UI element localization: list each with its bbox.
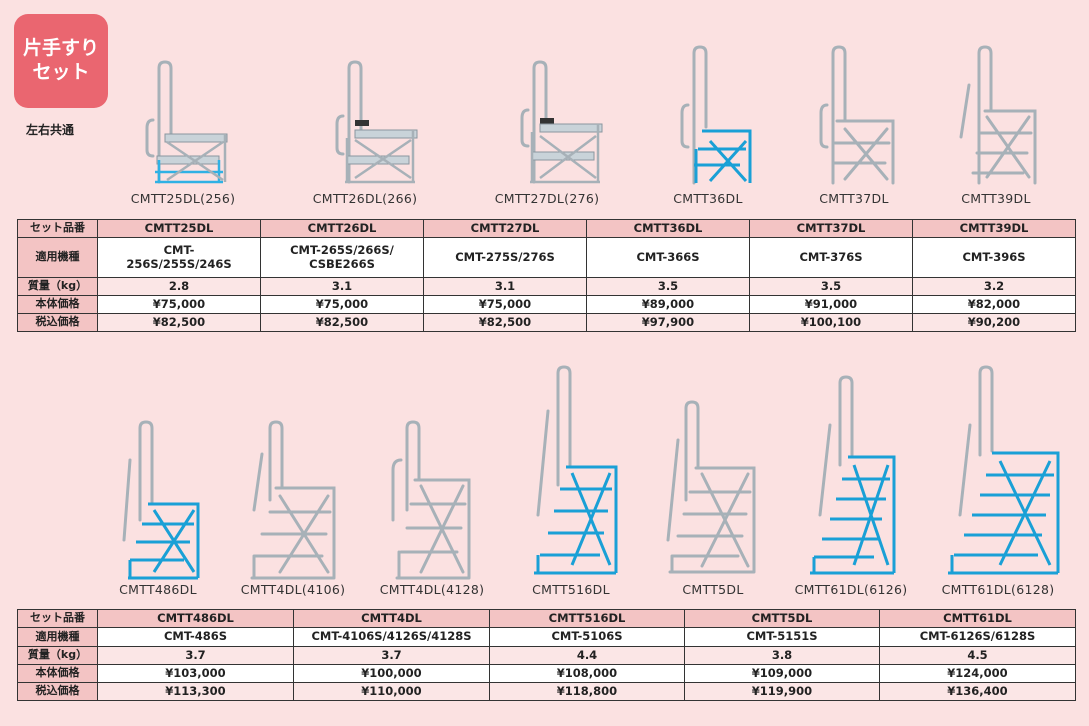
spec-table-top: セット品番 CMTT25DL CMTT26DL CMTT27DL CMTT36D… (17, 219, 1076, 332)
mass-cell: 3.5 (586, 277, 750, 296)
price-tax-cell: ¥136,400 (879, 682, 1076, 701)
mass-cell: 3.1 (260, 277, 424, 296)
model-cell: CMTT25DL (97, 219, 261, 238)
compat-cell: CMT-6126S/6128S (879, 627, 1076, 647)
caption-cmtt25dl: CMTT25DL(256) (130, 191, 236, 206)
mass-cell: 3.1 (423, 277, 587, 296)
compat-cell: CMT- 256S/255S/246S (97, 237, 261, 278)
spec-table-bottom: セット品番 CMTT486DL CMTT4DL CMTT516DL CMTT5D… (17, 609, 1076, 701)
model-cell: CMTT4DL (293, 609, 490, 628)
mass-cell: 3.8 (684, 646, 880, 665)
mass-cell: 3.2 (912, 277, 1076, 296)
stair-illustration-cmtt39dl (959, 45, 1037, 185)
price-cell: ¥108,000 (489, 664, 685, 683)
stair-illustration-cmtt4dl-4106 (250, 420, 336, 580)
mass-cell: 3.7 (97, 646, 294, 665)
stair-illustration-cmtt61dl-6128 (948, 365, 1060, 575)
mass-cell: 4.5 (879, 646, 1076, 665)
stair-illustration-cmtt25dl (145, 60, 228, 184)
row-label-price: 本体価格 (17, 664, 98, 683)
price-tax-cell: ¥90,200 (912, 313, 1076, 332)
model-cell: CMTT5DL (684, 609, 880, 628)
row-label-mass: 質量（kg） (17, 646, 98, 665)
compat-cell: CMT-265S/266S/ CSBE266S (260, 237, 424, 278)
mass-cell: 4.4 (489, 646, 685, 665)
model-cell: CMTT27DL (423, 219, 587, 238)
row-label-price: 本体価格 (17, 295, 98, 314)
mass-cell: 3.7 (293, 646, 490, 665)
price-tax-cell: ¥82,500 (423, 313, 587, 332)
model-cell: CMTT37DL (749, 219, 913, 238)
price-tax-cell: ¥110,000 (293, 682, 490, 701)
stair-illustration-cmtt27dl (520, 60, 603, 184)
price-cell: ¥75,000 (97, 295, 261, 314)
caption-cmtt39dl: CMTT39DL (961, 191, 1031, 206)
price-cell: ¥103,000 (97, 664, 294, 683)
compat-cell: CMT-396S (912, 237, 1076, 278)
compat-cell: CMT-5151S (684, 627, 880, 647)
caption-cmtt61dl-6126: CMTT61DL(6126) (794, 582, 908, 597)
model-cell: CMTT26DL (260, 219, 424, 238)
badge-subtitle: 左右共通 (26, 123, 75, 137)
price-tax-cell: ¥100,100 (749, 313, 913, 332)
stair-illustration-cmtt516dl (534, 365, 618, 575)
price-tax-cell: ¥97,900 (586, 313, 750, 332)
compat-cell: CMT-275S/276S (423, 237, 587, 278)
row-label-price-tax: 税込価格 (17, 682, 98, 701)
compat-cell: CMT-366S (586, 237, 750, 278)
model-cell: CMTT486DL (97, 609, 294, 628)
price-cell: ¥124,000 (879, 664, 1076, 683)
price-tax-cell: ¥82,500 (97, 313, 261, 332)
caption-cmtt36dl: CMTT36DL (673, 191, 743, 206)
price-tax-cell: ¥82,500 (260, 313, 424, 332)
stair-illustration-cmtt26dl (335, 60, 418, 184)
model-cell: CMTT39DL (912, 219, 1076, 238)
model-cell: CMTT36DL (586, 219, 750, 238)
price-cell: ¥75,000 (260, 295, 424, 314)
row-label-compatible: 適用機種 (17, 237, 98, 278)
row-label-price-tax: 税込価格 (17, 313, 98, 332)
row-label-set-number: セット品番 (17, 219, 98, 238)
caption-cmtt61dl-6128: CMTT61DL(6128) (941, 582, 1055, 597)
stair-illustration-cmtt37dl (819, 45, 895, 185)
price-cell: ¥82,000 (912, 295, 1076, 314)
model-cell: CMTT516DL (489, 609, 685, 628)
price-tax-cell: ¥113,300 (97, 682, 294, 701)
stair-illustration-cmtt36dl (680, 45, 752, 185)
compat-cell: CMT-5106S (489, 627, 685, 647)
stair-illustration-cmtt486dl (122, 420, 200, 580)
price-tax-cell: ¥119,900 (684, 682, 880, 701)
stair-illustration-cmtt61dl-6126 (810, 375, 896, 575)
set-type-badge: 片手すり セット (14, 14, 108, 108)
price-cell: ¥75,000 (423, 295, 587, 314)
caption-cmtt27dl: CMTT27DL(276) (494, 191, 600, 206)
caption-cmtt37dl: CMTT37DL (819, 191, 889, 206)
model-cell: CMTT61DL (879, 609, 1076, 628)
row-label-compatible: 適用機種 (17, 627, 98, 647)
price-cell: ¥89,000 (586, 295, 750, 314)
price-tax-cell: ¥118,800 (489, 682, 685, 701)
compat-cell: CMT-4106S/4126S/4128S (293, 627, 490, 647)
caption-cmtt4dl-4106: CMTT4DL(4106) (240, 582, 346, 597)
caption-cmtt486dl: CMTT486DL (119, 582, 197, 597)
caption-cmtt4dl-4128: CMTT4DL(4128) (379, 582, 485, 597)
mass-cell: 3.5 (749, 277, 913, 296)
row-label-set-number: セット品番 (17, 609, 98, 628)
price-cell: ¥91,000 (749, 295, 913, 314)
mass-cell: 2.8 (97, 277, 261, 296)
price-cell: ¥100,000 (293, 664, 490, 683)
caption-cmtt516dl: CMTT516DL (532, 582, 610, 597)
caption-cmtt5dl: CMTT5DL (682, 582, 744, 597)
stair-illustration-cmtt5dl (666, 400, 756, 574)
price-cell: ¥109,000 (684, 664, 880, 683)
row-label-mass: 質量（kg） (17, 277, 98, 296)
compat-cell: CMT-376S (749, 237, 913, 278)
compat-cell: CMT-486S (97, 627, 294, 647)
caption-cmtt26dl: CMTT26DL(266) (312, 191, 418, 206)
stair-illustration-cmtt4dl-4128 (391, 420, 471, 580)
